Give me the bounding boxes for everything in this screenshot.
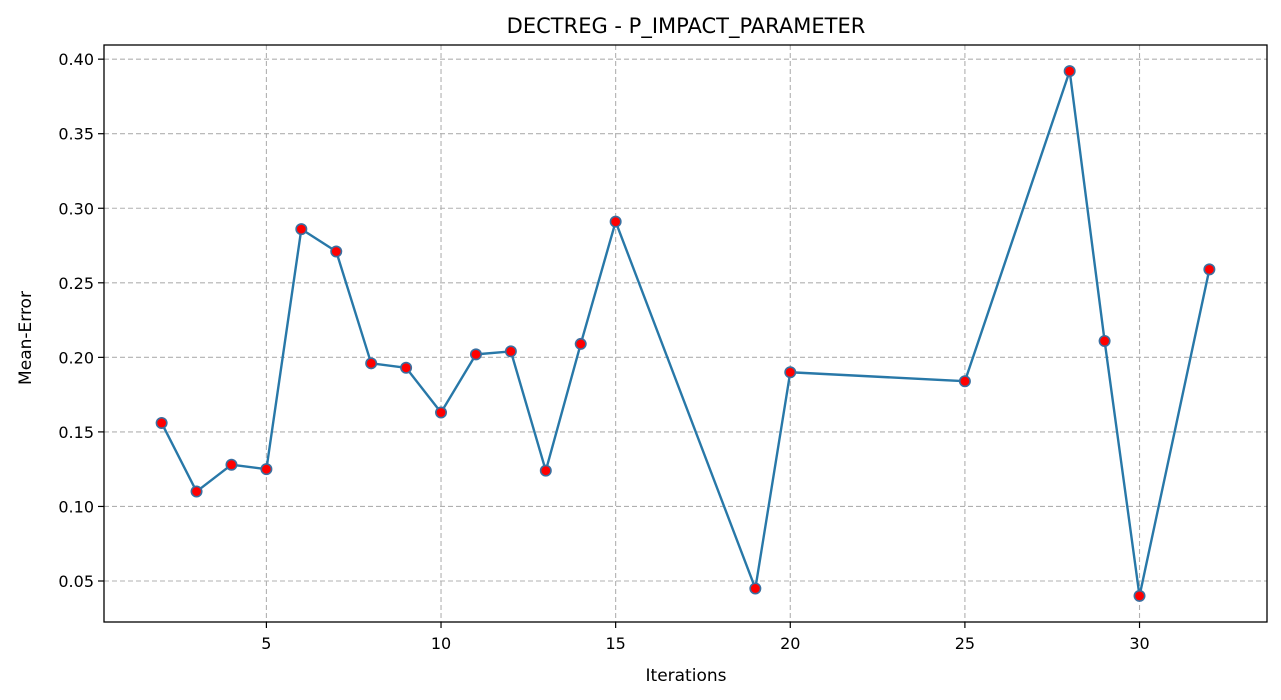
- data-point: [260, 463, 273, 476]
- y-tick-label: 0.10: [58, 497, 94, 516]
- series-line: [160, 69, 1211, 598]
- data-point: [958, 375, 971, 388]
- data-point: [749, 582, 762, 595]
- data-point: [1133, 589, 1146, 602]
- data-point: [225, 458, 238, 471]
- data-point: [155, 416, 168, 429]
- series-layer: [155, 65, 1216, 602]
- y-tick-label: 0.15: [58, 423, 94, 442]
- data-point: [539, 464, 552, 477]
- x-tick-label: 5: [261, 634, 271, 653]
- y-tick-label: 0.25: [58, 274, 94, 293]
- data-point: [574, 337, 587, 350]
- data-point: [190, 485, 203, 498]
- y-tick-label: 0.40: [58, 50, 94, 69]
- data-point: [469, 348, 482, 361]
- grid-layer: [104, 45, 1267, 622]
- data-point: [1063, 65, 1076, 78]
- tick-layer: 5 10 15 20 25 30 0.05 0.10 0.15 0.20 0.25 0.30 0.35 0…: [58, 50, 1149, 653]
- data-point: [365, 357, 378, 370]
- y-tick-label: 0.20: [58, 348, 94, 367]
- data-point: [784, 366, 797, 379]
- chart-title: DECTREG - P_IMPACT_PARAMETER: [507, 14, 866, 39]
- x-tick-label: 30: [1129, 634, 1149, 653]
- y-tick-label: 0.35: [58, 125, 94, 144]
- x-axis-label: Iterations: [646, 666, 727, 686]
- data-point: [330, 245, 343, 258]
- data-point: [295, 223, 308, 236]
- x-tick-label: 15: [605, 634, 625, 653]
- data-point: [400, 361, 413, 374]
- y-tick-label: 0.05: [58, 572, 94, 591]
- data-point: [609, 215, 622, 228]
- plot-frame: [103, 44, 1268, 623]
- x-tick-label: 25: [955, 634, 975, 653]
- y-tick-label: 0.30: [58, 199, 94, 218]
- x-tick-label: 10: [431, 634, 451, 653]
- data-point: [504, 345, 517, 358]
- data-point: [1098, 334, 1111, 347]
- x-tick-label: 20: [780, 634, 800, 653]
- data-point: [1203, 263, 1216, 276]
- y-axis-label: Mean-Error: [16, 291, 36, 385]
- data-point: [435, 406, 448, 419]
